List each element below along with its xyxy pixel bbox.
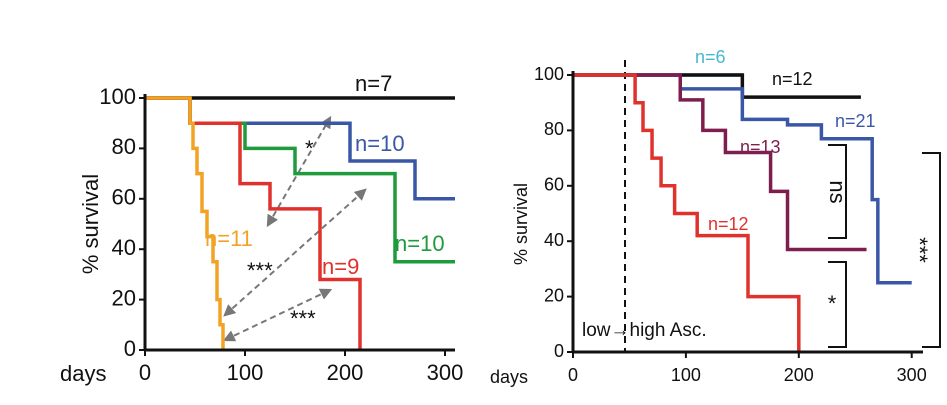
y-tick-label: 20 (544, 285, 564, 305)
series-label: n=10 (395, 231, 445, 256)
x-axis-label: days (60, 361, 106, 386)
y-tick-label: 80 (112, 134, 136, 159)
series-label: n=7 (355, 71, 392, 96)
x-tick-label: 100 (227, 360, 264, 385)
annotation: *** (907, 237, 932, 263)
y-axis-label: % survival (78, 174, 103, 274)
series-label: n=12 (772, 69, 813, 89)
y-axis-label: % survival (511, 183, 531, 265)
series-label: n=21 (835, 111, 876, 131)
series-label: n=11 (205, 226, 253, 251)
bracket (922, 152, 941, 348)
x-tick-label: 100 (671, 365, 701, 385)
annotation: ns (825, 180, 850, 203)
series-label: n=12 (708, 214, 749, 234)
survival-curve (145, 96, 225, 350)
series-label: n=9 (322, 254, 359, 279)
y-tick-label: 40 (544, 230, 564, 250)
survival-curve (573, 73, 912, 285)
bracket (828, 144, 847, 239)
series-label: n=6 (695, 47, 726, 67)
y-tick-label: 0 (124, 336, 136, 361)
x-tick-label: 200 (327, 360, 364, 385)
survival-curve (573, 73, 801, 352)
y-tick-label: 100 (99, 84, 136, 109)
survival-curve (573, 73, 867, 252)
y-tick-label: 40 (112, 235, 136, 260)
annotation: low→high Asc. (582, 320, 707, 341)
x-tick-label: 200 (784, 365, 814, 385)
annotation: * (305, 136, 314, 161)
y-tick-label: 0 (554, 341, 564, 361)
survival-curve (573, 73, 861, 99)
x-tick-label: 300 (897, 365, 927, 385)
brackets (624, 60, 941, 352)
survival-curve (145, 96, 362, 350)
series-label: n=10 (355, 131, 405, 156)
y-tick-label: 60 (544, 175, 564, 195)
annotation: *** (247, 258, 273, 283)
x-axis-label: days (490, 367, 528, 387)
x-tick-label: 0 (139, 360, 151, 385)
bracket (828, 261, 847, 348)
y-tick-label: 60 (112, 185, 136, 210)
y-tick-label: 80 (544, 119, 564, 139)
y-tick-label: 100 (534, 64, 564, 84)
annotation: *** (290, 306, 316, 331)
series-label: n=13 (740, 137, 781, 157)
y-tick-label: 20 (112, 285, 136, 310)
annotation: * (828, 291, 837, 316)
x-tick-label: 0 (568, 365, 578, 385)
x-tick-label: 300 (427, 360, 464, 385)
